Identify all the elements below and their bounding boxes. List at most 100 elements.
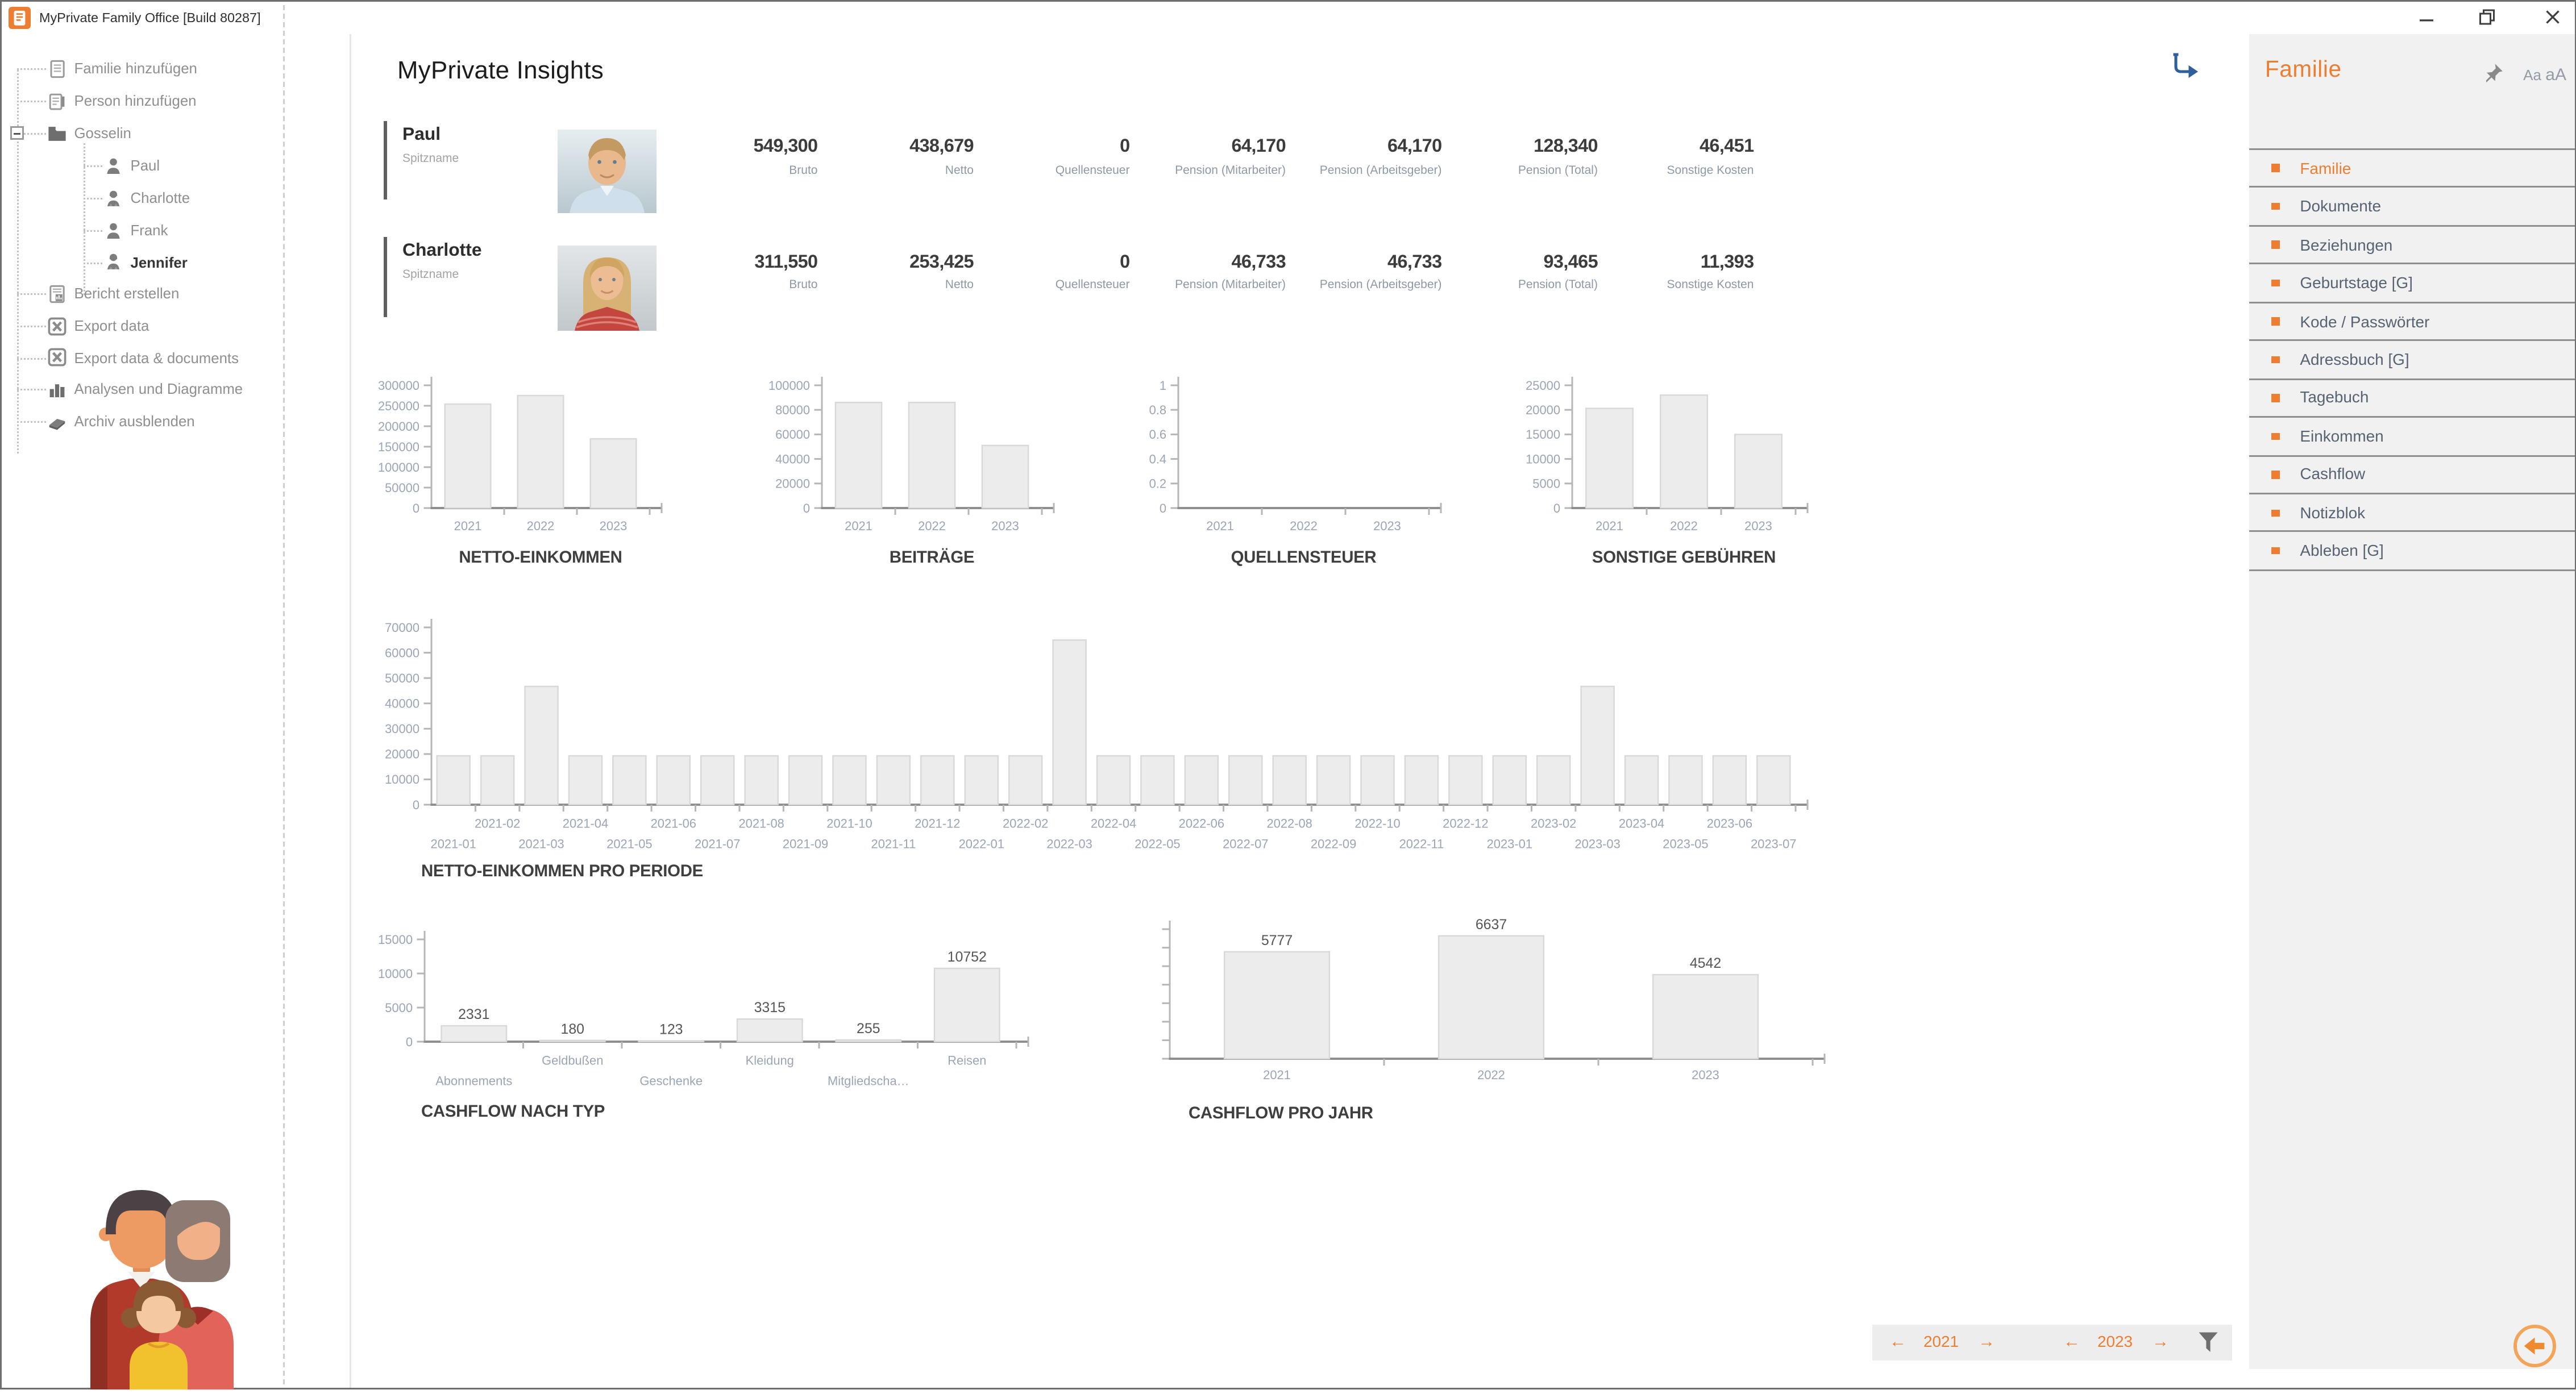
sidebar-item-kode-passw-rter[interactable]: Kode / Passwörter: [2249, 303, 2575, 342]
font-size-controls[interactable]: Aa aA: [2523, 66, 2566, 85]
svg-text:200000: 200000: [378, 419, 419, 434]
value-cell: 93,465 Pension (Total): [1518, 251, 1598, 292]
chart-sonstige: 0 5000 10000 15000 20000 25000 2021 2022 2023 SON…: [1526, 377, 1809, 567]
svg-text:2022-06: 2022-06: [1179, 817, 1224, 831]
bullet-icon: [2271, 471, 2280, 479]
svg-text:2023-02: 2023-02: [1531, 817, 1576, 831]
svg-text:2021-10: 2021-10: [826, 817, 872, 831]
svg-text:2023-04: 2023-04: [1619, 817, 1664, 831]
report-icon: [48, 284, 67, 303]
sidebar-item-dokumente[interactable]: Dokumente: [2249, 188, 2575, 227]
add-person-icon: [48, 91, 67, 110]
person-female-icon: [104, 189, 123, 207]
minimize-button[interactable]: [2411, 5, 2442, 29]
tree-item-export-data-documents[interactable]: Export data & documents: [48, 346, 239, 368]
sidebar-item-tagebuch[interactable]: Tagebuch: [2249, 380, 2575, 418]
person-photo: [558, 244, 657, 330]
sidebar-item-einkommen[interactable]: Einkommen: [2249, 418, 2575, 456]
pin-icon[interactable]: [2486, 63, 2504, 85]
bullet-icon: [2271, 241, 2280, 249]
redirect-icon[interactable]: [2171, 51, 2200, 80]
svg-text:BEITRÄGE: BEITRÄGE: [890, 548, 974, 567]
value-cell: 46,451 Sonstige Kosten: [1667, 136, 1755, 177]
svg-text:2022-04: 2022-04: [1091, 817, 1136, 831]
chart-netto: 0 50000 100000 150000 200000 250000 300000 2021…: [378, 377, 663, 567]
svg-text:2022-09: 2022-09: [1311, 837, 1356, 851]
tree-item-archiv-ausblenden[interactable]: Archiv ausblenden: [48, 410, 195, 432]
svg-text:300000: 300000: [378, 378, 419, 393]
svg-text:0: 0: [413, 501, 419, 515]
person-female-icon: [104, 252, 123, 271]
bullet-icon: [2271, 356, 2280, 364]
font-smaller-button[interactable]: Aa: [2523, 66, 2542, 84]
svg-text:2023-01: 2023-01: [1487, 837, 1532, 851]
sidebar-item-geburtstage-g-[interactable]: Geburtstage [G]: [2249, 265, 2575, 303]
tree-item-charlotte[interactable]: Charlotte: [104, 187, 190, 209]
sidebar-item-cashflow[interactable]: Cashflow: [2249, 456, 2575, 495]
restore-button[interactable]: [2471, 5, 2502, 29]
bullet-icon: [2271, 394, 2280, 402]
tree-expander-icon[interactable]: [9, 126, 23, 140]
sidebar-item-beziehungen[interactable]: Beziehungen: [2249, 227, 2575, 265]
svg-text:NETTO-EINKOMMEN PRO PERIODE: NETTO-EINKOMMEN PRO PERIODE: [421, 862, 703, 880]
tree-item-gosselin[interactable]: Gosselin: [48, 122, 131, 144]
bar-chart-icon: [48, 380, 67, 398]
svg-text:180: 180: [560, 1021, 584, 1037]
svg-text:0: 0: [1160, 501, 1166, 515]
svg-text:Mitgliedscha…: Mitgliedscha…: [828, 1074, 909, 1088]
svg-text:10000: 10000: [378, 967, 413, 981]
svg-text:6637: 6637: [1476, 917, 1507, 933]
svg-text:2022-10: 2022-10: [1355, 817, 1400, 831]
sidebar-item-notizblok[interactable]: Notizblok: [2249, 494, 2575, 533]
from-year-prev-icon[interactable]: ←: [1889, 1333, 1906, 1352]
tree-connector: [82, 261, 102, 264]
sidebar-item-ableben-g-[interactable]: Ableben [G]: [2249, 533, 2575, 571]
from-year-next-icon[interactable]: →: [1978, 1333, 1995, 1352]
tree-item-bericht-erstellen[interactable]: Bericht erstellen: [48, 282, 179, 305]
bullet-icon: [2271, 547, 2280, 555]
title-bar[interactable]: MyPrivate Family Office [Build 80287]: [2, 2, 2575, 34]
svg-text:2021: 2021: [1206, 519, 1234, 533]
svg-text:20000: 20000: [1526, 403, 1560, 417]
svg-text:0.4: 0.4: [1149, 452, 1166, 466]
tree-panel-border: [283, 5, 285, 1384]
tree-connector: [24, 133, 46, 135]
svg-text:10000: 10000: [385, 772, 419, 787]
chart-quellensteuer: 0 0.2 0.4 0.6 0.8 1 2021 2022 2023 QUELLENSTEUER: [1149, 377, 1442, 567]
tree-item-paul[interactable]: Paul: [104, 155, 160, 177]
tree-item-export-data[interactable]: Export data: [48, 315, 149, 337]
excel-icon: [48, 317, 67, 335]
sidebar-item-familie[interactable]: Familie: [2249, 150, 2575, 189]
filter-icon[interactable]: [2198, 1325, 2218, 1360]
svg-text:Geldbußen: Geldbußen: [542, 1054, 603, 1068]
tree-item-frank[interactable]: Frank: [104, 219, 168, 242]
bullet-icon: [2271, 432, 2280, 440]
app-logo-icon: [9, 7, 31, 29]
svg-text:2022-08: 2022-08: [1267, 817, 1312, 831]
tree-connector: [16, 101, 46, 102]
add-family-icon: [48, 59, 67, 78]
tree-item-analysen-und-diagramme[interactable]: Analysen und Diagramme: [48, 378, 243, 400]
tree-item-person-hinzuf-gen[interactable]: Person hinzufügen: [48, 90, 197, 112]
panel-splitter[interactable]: [350, 34, 351, 1388]
svg-text:2023-03: 2023-03: [1574, 837, 1620, 851]
folder-icon: [48, 124, 67, 143]
tree-item-jennifer[interactable]: Jennifer: [104, 251, 188, 273]
svg-text:20000: 20000: [775, 477, 810, 491]
close-button[interactable]: [2537, 5, 2568, 29]
chart-cashflow-jahr: 5777 2021 6637 2022 4542 2023 CASHFLOW PRO JAH…: [1162, 917, 1826, 1122]
svg-text:2021-09: 2021-09: [783, 837, 828, 851]
svg-text:2022-05: 2022-05: [1135, 837, 1180, 851]
svg-text:2023: 2023: [600, 519, 628, 533]
back-button[interactable]: [2512, 1324, 2556, 1367]
to-year-prev-icon[interactable]: ←: [2063, 1333, 2080, 1352]
svg-text:250000: 250000: [378, 399, 419, 413]
tree-connector: [16, 68, 46, 70]
font-larger-button[interactable]: aA: [2545, 66, 2566, 85]
svg-text:2022-02: 2022-02: [1003, 817, 1048, 831]
sidebar-item-adressbuch-g-[interactable]: Adressbuch [G]: [2249, 342, 2575, 380]
to-year-next-icon[interactable]: →: [2152, 1333, 2169, 1352]
archive-icon: [48, 412, 67, 431]
tree-item-familie-hinzuf-gen[interactable]: Familie hinzufügen: [48, 57, 197, 80]
